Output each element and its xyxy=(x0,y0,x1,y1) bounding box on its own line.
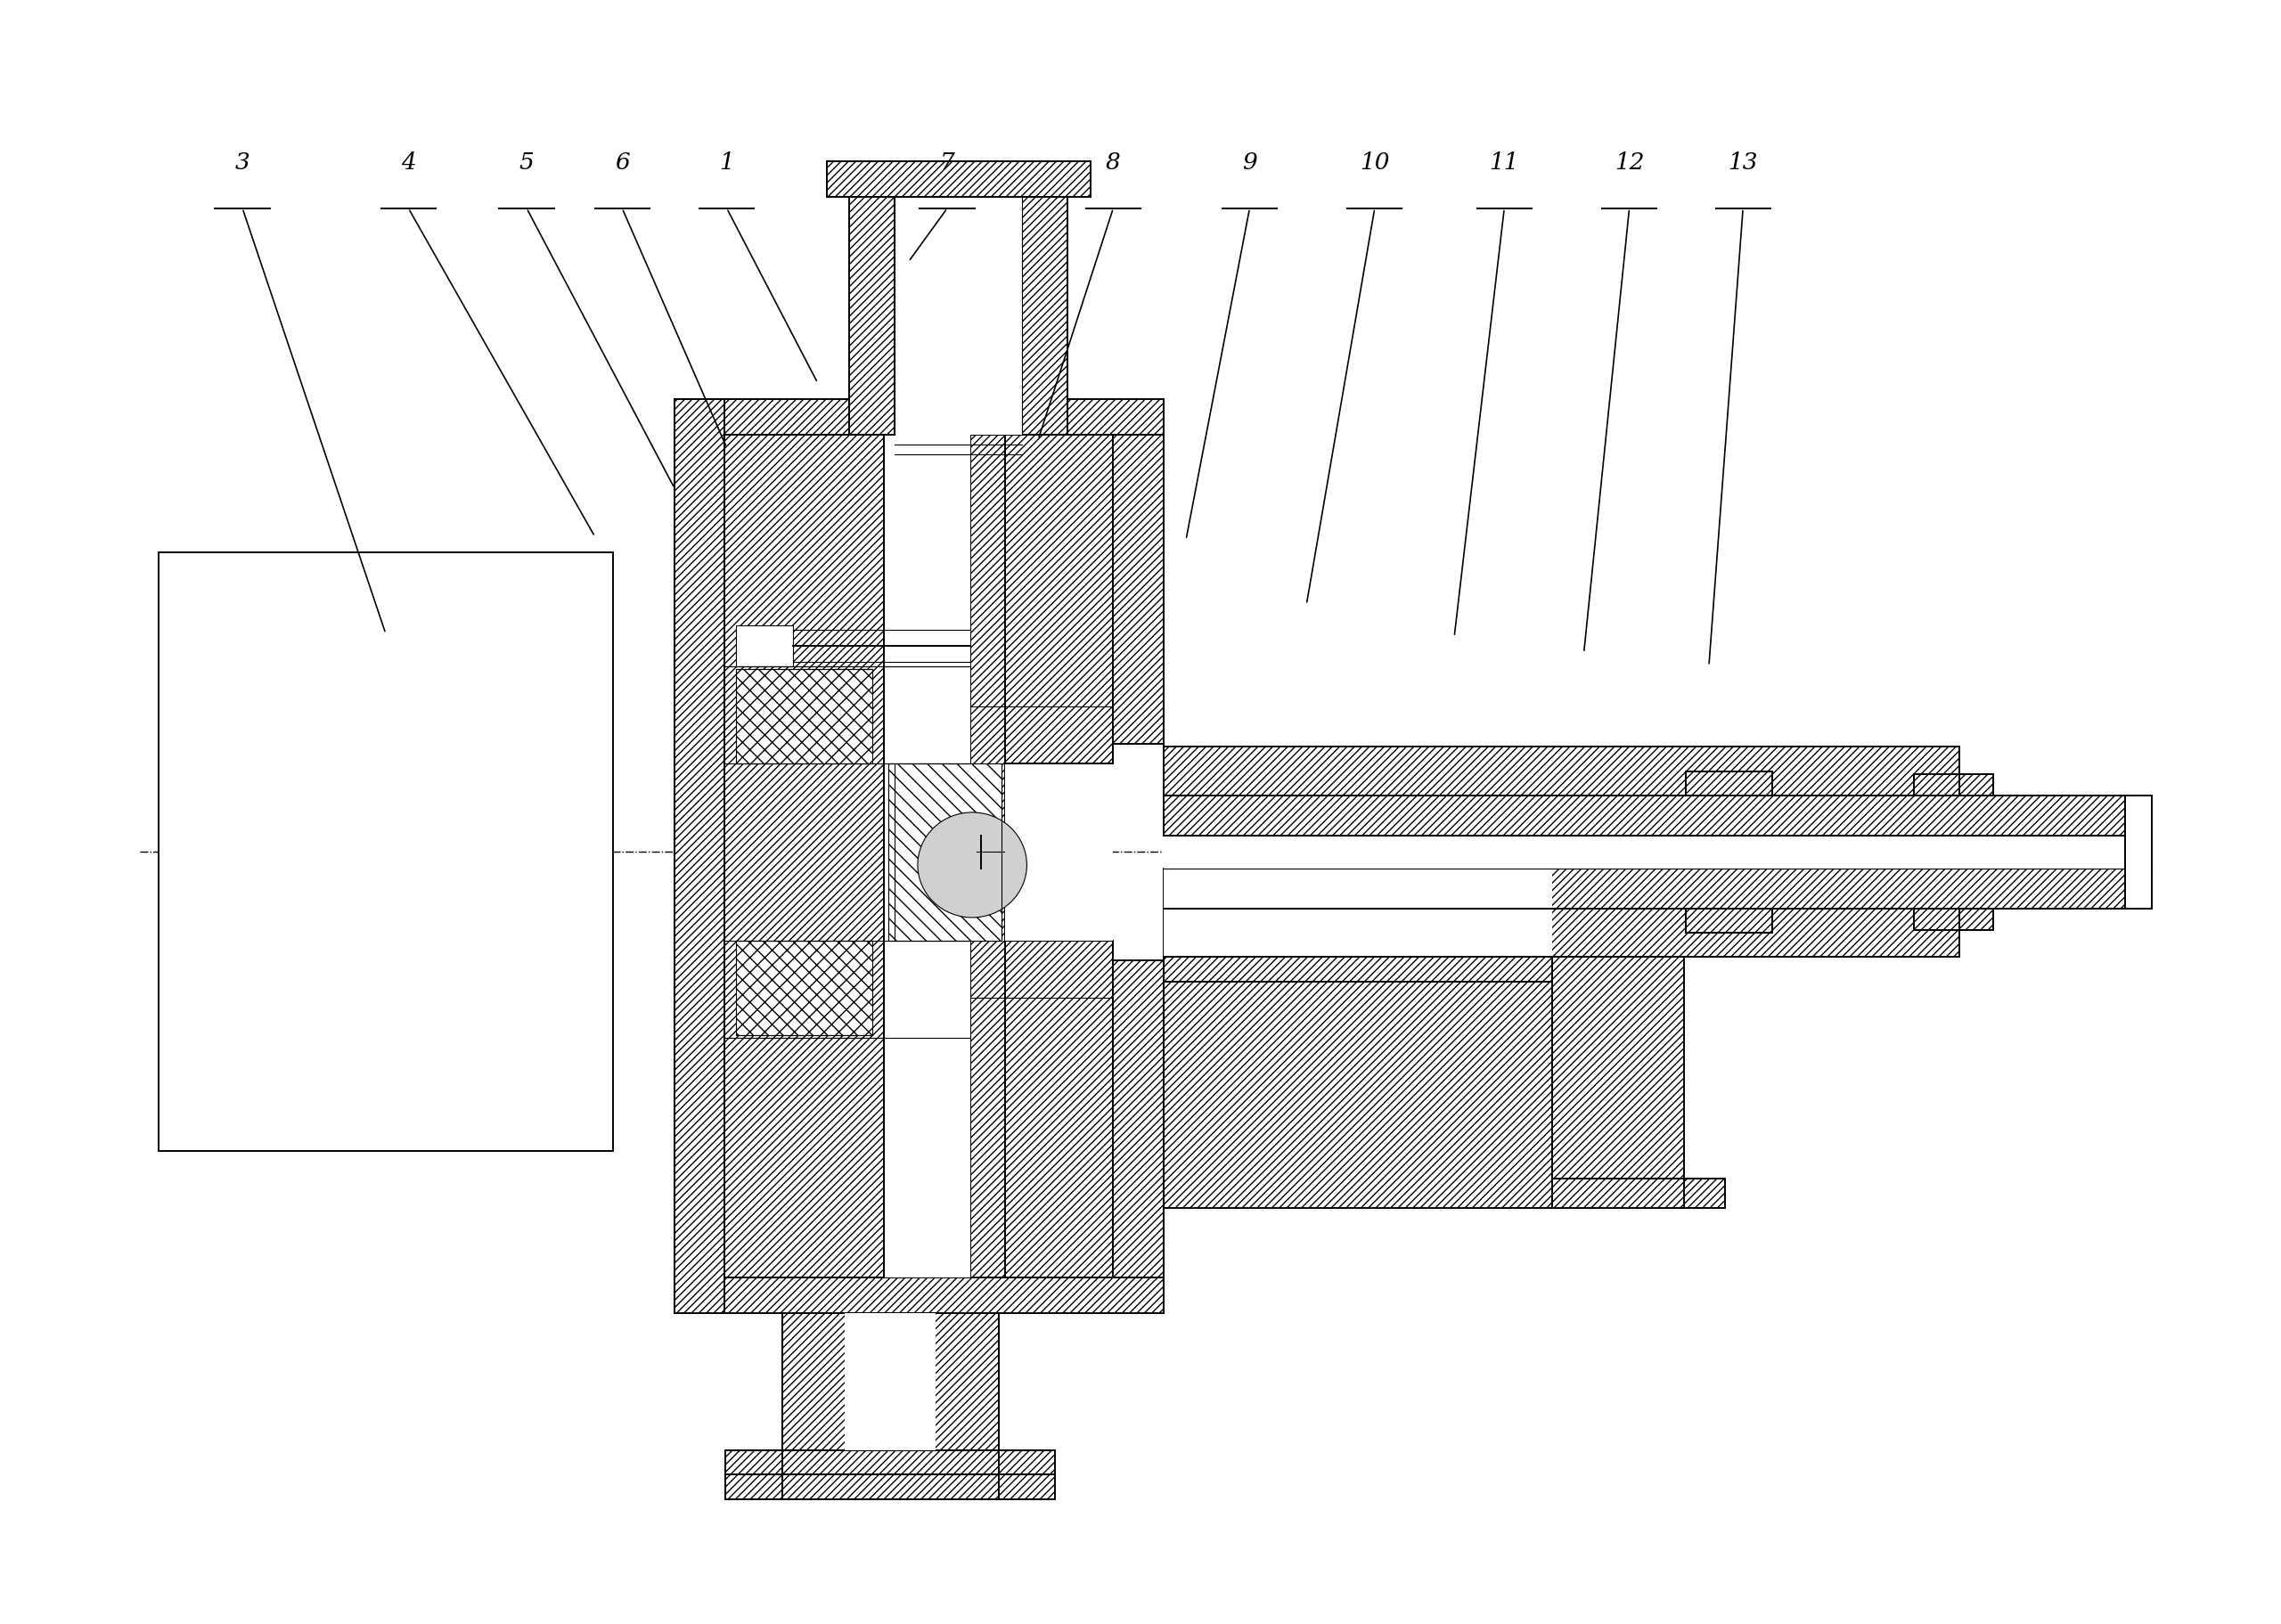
Text: 9: 9 xyxy=(1243,151,1257,174)
Bar xyxy=(1163,747,1959,796)
Text: 1: 1 xyxy=(719,151,734,174)
Bar xyxy=(1163,909,1959,958)
Bar xyxy=(1113,961,1163,1278)
Text: 13: 13 xyxy=(1729,151,1759,174)
Bar xyxy=(826,162,1090,198)
Text: 11: 11 xyxy=(1489,151,1519,174)
Bar xyxy=(737,627,792,666)
Bar xyxy=(737,942,871,1034)
Bar xyxy=(849,198,894,435)
Text: 4: 4 xyxy=(401,151,415,174)
Bar xyxy=(1914,775,1994,796)
Bar xyxy=(969,435,1006,1278)
Bar xyxy=(1006,942,1113,1278)
Bar xyxy=(1006,435,1113,763)
Bar xyxy=(1686,771,1772,796)
Text: 8: 8 xyxy=(1106,151,1120,174)
Bar xyxy=(887,763,1001,942)
Bar xyxy=(1163,983,1551,1208)
Bar xyxy=(1006,763,1113,942)
Text: 5: 5 xyxy=(520,151,534,174)
Bar xyxy=(725,1475,1056,1499)
Bar xyxy=(782,1314,999,1450)
Text: 6: 6 xyxy=(614,151,630,174)
Bar xyxy=(1113,435,1163,744)
Bar xyxy=(725,435,883,1278)
Bar xyxy=(725,1038,1113,1069)
Text: 3: 3 xyxy=(235,151,251,174)
Bar xyxy=(2126,796,2153,909)
Ellipse shape xyxy=(917,812,1026,918)
Bar xyxy=(1686,909,1772,934)
Bar xyxy=(1022,198,1068,435)
Bar xyxy=(1163,836,2153,869)
Bar xyxy=(1510,1179,1724,1208)
Bar xyxy=(725,1450,1056,1475)
Bar xyxy=(675,400,725,1314)
Bar xyxy=(675,400,1163,435)
Text: 10: 10 xyxy=(1359,151,1389,174)
Bar xyxy=(725,637,1113,666)
Bar xyxy=(157,554,614,1151)
Bar xyxy=(883,435,969,1278)
Bar xyxy=(1163,853,1551,958)
Bar xyxy=(1914,909,1994,931)
Bar xyxy=(737,669,871,763)
Bar xyxy=(675,1278,1163,1314)
Bar xyxy=(1551,958,1683,1179)
Bar xyxy=(1163,869,2153,909)
Text: 7: 7 xyxy=(940,151,956,174)
Text: 12: 12 xyxy=(1615,151,1645,174)
Bar xyxy=(1163,796,2153,836)
Bar xyxy=(1163,958,1551,983)
Bar xyxy=(844,1314,935,1450)
Bar xyxy=(894,198,1022,435)
Bar xyxy=(887,763,1001,942)
